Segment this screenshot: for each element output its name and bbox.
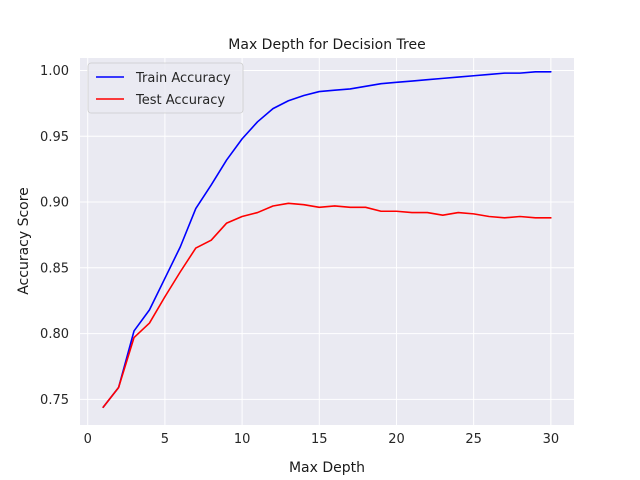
y-axis-label: Accuracy Score [16,187,32,295]
x-tick-label: 25 [465,432,482,447]
y-tick-label: 0.80 [40,327,69,342]
series-layer [102,71,552,409]
legend-label-test: Test Accuracy [135,93,225,108]
x-axis-ticks: 0 5 10 15 20 25 30 [84,432,560,447]
legend: Train Accuracy Test Accuracy [87,62,244,114]
y-tick-label: 0.85 [40,261,69,276]
y-axis-ticks: 0.75 0.80 0.85 0.90 0.95 1.00 [40,64,69,408]
x-tick-label: 0 [84,432,92,447]
plot-background [80,58,574,425]
y-tick-label: 0.75 [40,393,69,408]
x-tick-label: 20 [388,432,405,447]
x-tick-label: 15 [311,432,328,447]
x-tick-label: 30 [543,432,560,447]
chart-title: Max Depth for Decision Tree [228,37,425,53]
y-tick-label: 0.90 [40,196,69,211]
series-line-train [102,71,552,409]
legend-box [87,62,244,114]
legend-label-train: Train Accuracy [135,71,231,86]
series-line-test [102,202,552,409]
x-axis-label: Max Depth [289,460,365,476]
x-tick-label: 5 [161,432,169,447]
y-tick-label: 1.00 [40,64,69,79]
y-tick-label: 0.95 [40,130,69,145]
x-tick-label: 10 [234,432,251,447]
grid [80,58,574,425]
